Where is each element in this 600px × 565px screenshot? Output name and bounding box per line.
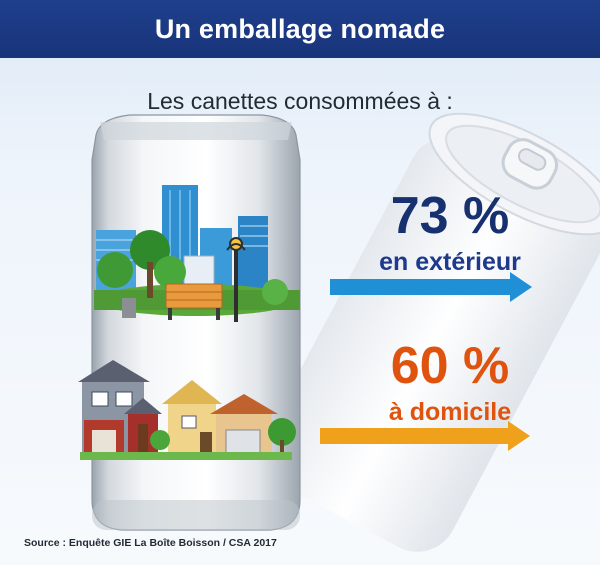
source-note: Source : Enquête GIE La Boîte Boisson / … (24, 537, 277, 549)
stat-outdoor-value: 73 % (390, 187, 510, 245)
city-park-illustration (94, 185, 300, 322)
stat-home-value: 60 % (390, 337, 510, 395)
stat-outdoor-label: en extérieur (379, 248, 521, 276)
stat-outdoor: 73 % en extérieur (330, 190, 570, 277)
page-title: Un emballage nomade (154, 13, 446, 44)
arrow-right-icon (320, 272, 532, 451)
can-icon (91, 114, 301, 531)
subtitle: Les canettes consommées à : (147, 88, 453, 114)
stat-home-label: à domicile (388, 398, 512, 426)
header-banner: Un emballage nomade (0, 0, 600, 58)
stat-home: 60 % à domicile (330, 340, 570, 427)
houses-illustration (78, 360, 296, 460)
can-lid-icon (262, 112, 600, 552)
